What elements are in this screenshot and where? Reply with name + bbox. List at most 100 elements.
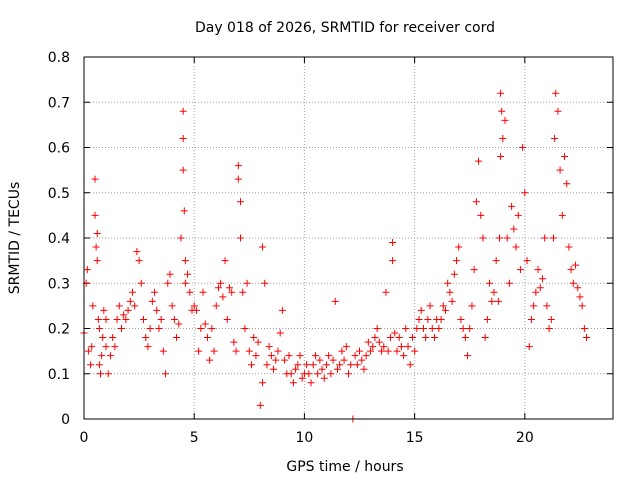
x-axis-label: GPS time / hours: [286, 459, 403, 475]
data-point: [389, 257, 397, 265]
data-point: [95, 361, 103, 369]
data-point: [342, 343, 350, 351]
data-point: [549, 234, 557, 242]
data-point: [298, 374, 306, 382]
axis-ticks: 0 0.1 0.2 0.3 0.4 0.5 0.6 0.7 0.8 0 5 10 15 20: [48, 50, 613, 446]
data-point: [415, 315, 423, 323]
data-point: [400, 352, 408, 360]
data-point: [450, 270, 458, 278]
data-point: [411, 347, 419, 355]
data-point: [448, 297, 456, 305]
data-point: [87, 361, 95, 369]
data-point: [267, 352, 275, 360]
data-point: [100, 306, 108, 314]
data-point: [203, 334, 211, 342]
data-point: [367, 347, 375, 355]
data-point: [417, 306, 425, 314]
data-point: [93, 229, 101, 237]
data-point: [501, 116, 509, 124]
data-point: [424, 315, 432, 323]
data-point: [461, 334, 469, 342]
data-point: [397, 343, 405, 351]
data-point: [521, 189, 529, 197]
data-point: [199, 288, 207, 296]
data-point: [84, 347, 92, 355]
data-point: [470, 266, 478, 274]
data-point: [477, 211, 485, 219]
data-point: [270, 365, 278, 373]
data-point: [428, 325, 436, 332]
data-point: [95, 325, 103, 332]
data-point: [289, 379, 297, 387]
data-point: [572, 261, 580, 269]
data-point: [265, 343, 273, 351]
data-point: [393, 347, 401, 355]
data-point: [236, 198, 244, 206]
data-point: [296, 352, 304, 360]
data-point: [259, 379, 267, 387]
data-point: [144, 343, 152, 351]
data-point: [126, 297, 134, 305]
data-point: [219, 293, 227, 301]
data-point: [153, 306, 161, 314]
y-tick-label: 0.3: [48, 276, 70, 292]
data-point: [556, 166, 564, 174]
x-tick-label: 0: [80, 430, 89, 446]
data-point: [468, 302, 476, 310]
data-point: [316, 356, 324, 364]
data-point: [464, 352, 472, 360]
data-point: [505, 279, 513, 287]
data-point: [281, 356, 289, 364]
data-point: [252, 352, 260, 360]
data-point: [111, 343, 119, 351]
data-point: [345, 370, 352, 378]
data-point: [146, 325, 154, 332]
data-point: [217, 279, 225, 287]
data-point: [437, 315, 445, 323]
data-point: [441, 306, 449, 314]
data-point: [195, 347, 203, 355]
data-point: [336, 361, 344, 369]
data-point: [94, 315, 102, 323]
data-point: [192, 306, 200, 314]
data-point: [92, 243, 100, 251]
data-point: [498, 107, 506, 115]
data-point: [391, 329, 399, 337]
data-point: [580, 325, 588, 332]
data-point: [104, 370, 112, 378]
data-point: [446, 288, 454, 296]
data-point: [243, 279, 251, 287]
data-point: [157, 315, 165, 323]
data-point: [499, 134, 507, 142]
data-point: [210, 347, 218, 355]
data-point: [389, 239, 397, 247]
data-point: [223, 315, 231, 323]
x-tick-label: 5: [190, 430, 199, 446]
data-point: [117, 325, 125, 332]
data-point: [115, 302, 123, 310]
data-point: [384, 347, 392, 355]
data-point: [512, 243, 520, 251]
data-point: [490, 288, 498, 296]
data-point: [106, 352, 114, 360]
data-point: [294, 361, 302, 369]
data-point: [261, 279, 269, 287]
data-point: [475, 157, 483, 165]
data-point: [453, 257, 461, 265]
data-point: [137, 279, 145, 287]
x-tick-label: 15: [406, 430, 424, 446]
data-point: [347, 361, 355, 369]
data-point: [214, 284, 222, 292]
data-point: [232, 347, 240, 355]
data-point: [576, 293, 584, 301]
data-point: [574, 284, 582, 292]
data-point: [444, 279, 452, 287]
data-point: [486, 279, 494, 287]
data-point: [373, 325, 381, 332]
data-point: [190, 302, 198, 310]
data-point: [230, 338, 238, 346]
data-point: [133, 248, 141, 256]
data-point: [274, 347, 282, 355]
data-point: [303, 361, 311, 369]
